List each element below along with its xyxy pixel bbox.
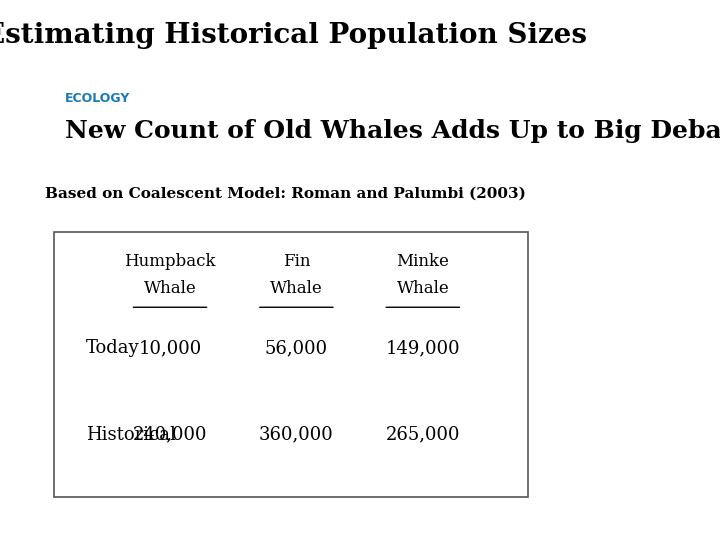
Text: 56,000: 56,000 — [265, 339, 328, 357]
Text: Fin: Fin — [283, 253, 310, 270]
Text: 10,000: 10,000 — [138, 339, 202, 357]
Text: Estimating Historical Population Sizes: Estimating Historical Population Sizes — [0, 22, 588, 49]
Text: Minke: Minke — [397, 253, 449, 270]
Text: Whale: Whale — [397, 280, 449, 297]
Text: Based on Coalescent Model: Roman and Palumbi (2003): Based on Coalescent Model: Roman and Pal… — [45, 186, 526, 200]
Text: Today: Today — [86, 339, 140, 357]
Text: Historical: Historical — [86, 426, 176, 444]
FancyBboxPatch shape — [54, 232, 528, 497]
Text: ECOLOGY: ECOLOGY — [65, 92, 130, 105]
Text: Humpback: Humpback — [125, 253, 216, 270]
Text: 360,000: 360,000 — [259, 426, 334, 444]
Text: 240,000: 240,000 — [132, 426, 207, 444]
Text: 149,000: 149,000 — [385, 339, 460, 357]
Text: Whale: Whale — [270, 280, 323, 297]
Text: Whale: Whale — [143, 280, 197, 297]
Text: New Count of Old Whales Adds Up to Big Debate: New Count of Old Whales Adds Up to Big D… — [65, 119, 720, 143]
Text: 265,000: 265,000 — [386, 426, 460, 444]
